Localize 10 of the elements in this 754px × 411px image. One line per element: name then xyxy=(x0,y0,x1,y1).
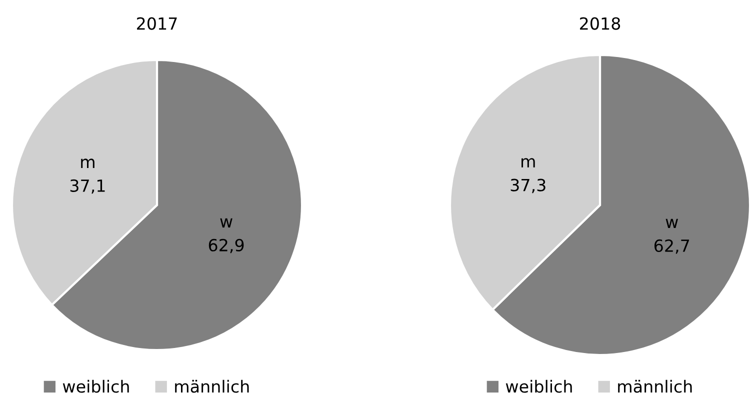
chart-title: 2018 xyxy=(580,17,620,30)
legend-label: weiblich xyxy=(62,380,129,393)
chart-title: 2017 xyxy=(137,17,177,30)
data-label: w 62,7 xyxy=(654,218,690,254)
data-label: m 37,1 xyxy=(70,158,105,194)
legend-label: weiblich xyxy=(506,380,572,393)
legend-label: männlich xyxy=(175,380,249,393)
data-label: w 62,9 xyxy=(208,218,244,254)
data-label: m 37,3 xyxy=(510,158,546,194)
legend-label: männlich xyxy=(618,380,692,393)
